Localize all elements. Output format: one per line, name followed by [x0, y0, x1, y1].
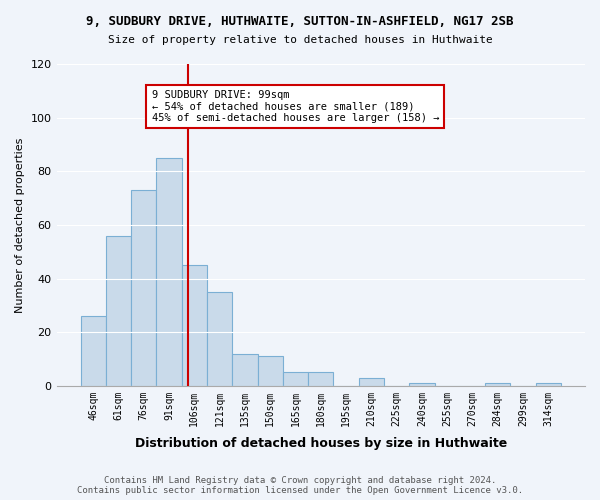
- Text: Contains HM Land Registry data © Crown copyright and database right 2024.
Contai: Contains HM Land Registry data © Crown c…: [77, 476, 523, 495]
- Bar: [359, 378, 384, 386]
- Text: 9, SUDBURY DRIVE, HUTHWAITE, SUTTON-IN-ASHFIELD, NG17 2SB: 9, SUDBURY DRIVE, HUTHWAITE, SUTTON-IN-A…: [86, 15, 514, 28]
- Bar: [409, 383, 434, 386]
- Bar: [308, 372, 334, 386]
- Text: Size of property relative to detached houses in Huthwaite: Size of property relative to detached ho…: [107, 35, 493, 45]
- X-axis label: Distribution of detached houses by size in Huthwaite: Distribution of detached houses by size …: [134, 437, 507, 450]
- Bar: [257, 356, 283, 386]
- Bar: [157, 158, 182, 386]
- Bar: [536, 383, 561, 386]
- Bar: [232, 354, 257, 386]
- Bar: [80, 316, 106, 386]
- Bar: [207, 292, 232, 386]
- Bar: [106, 236, 131, 386]
- Text: 9 SUDBURY DRIVE: 99sqm
← 54% of detached houses are smaller (189)
45% of semi-de: 9 SUDBURY DRIVE: 99sqm ← 54% of detached…: [152, 90, 439, 123]
- Y-axis label: Number of detached properties: Number of detached properties: [15, 137, 25, 312]
- Bar: [283, 372, 308, 386]
- Bar: [182, 265, 207, 386]
- Bar: [131, 190, 157, 386]
- Bar: [485, 383, 511, 386]
